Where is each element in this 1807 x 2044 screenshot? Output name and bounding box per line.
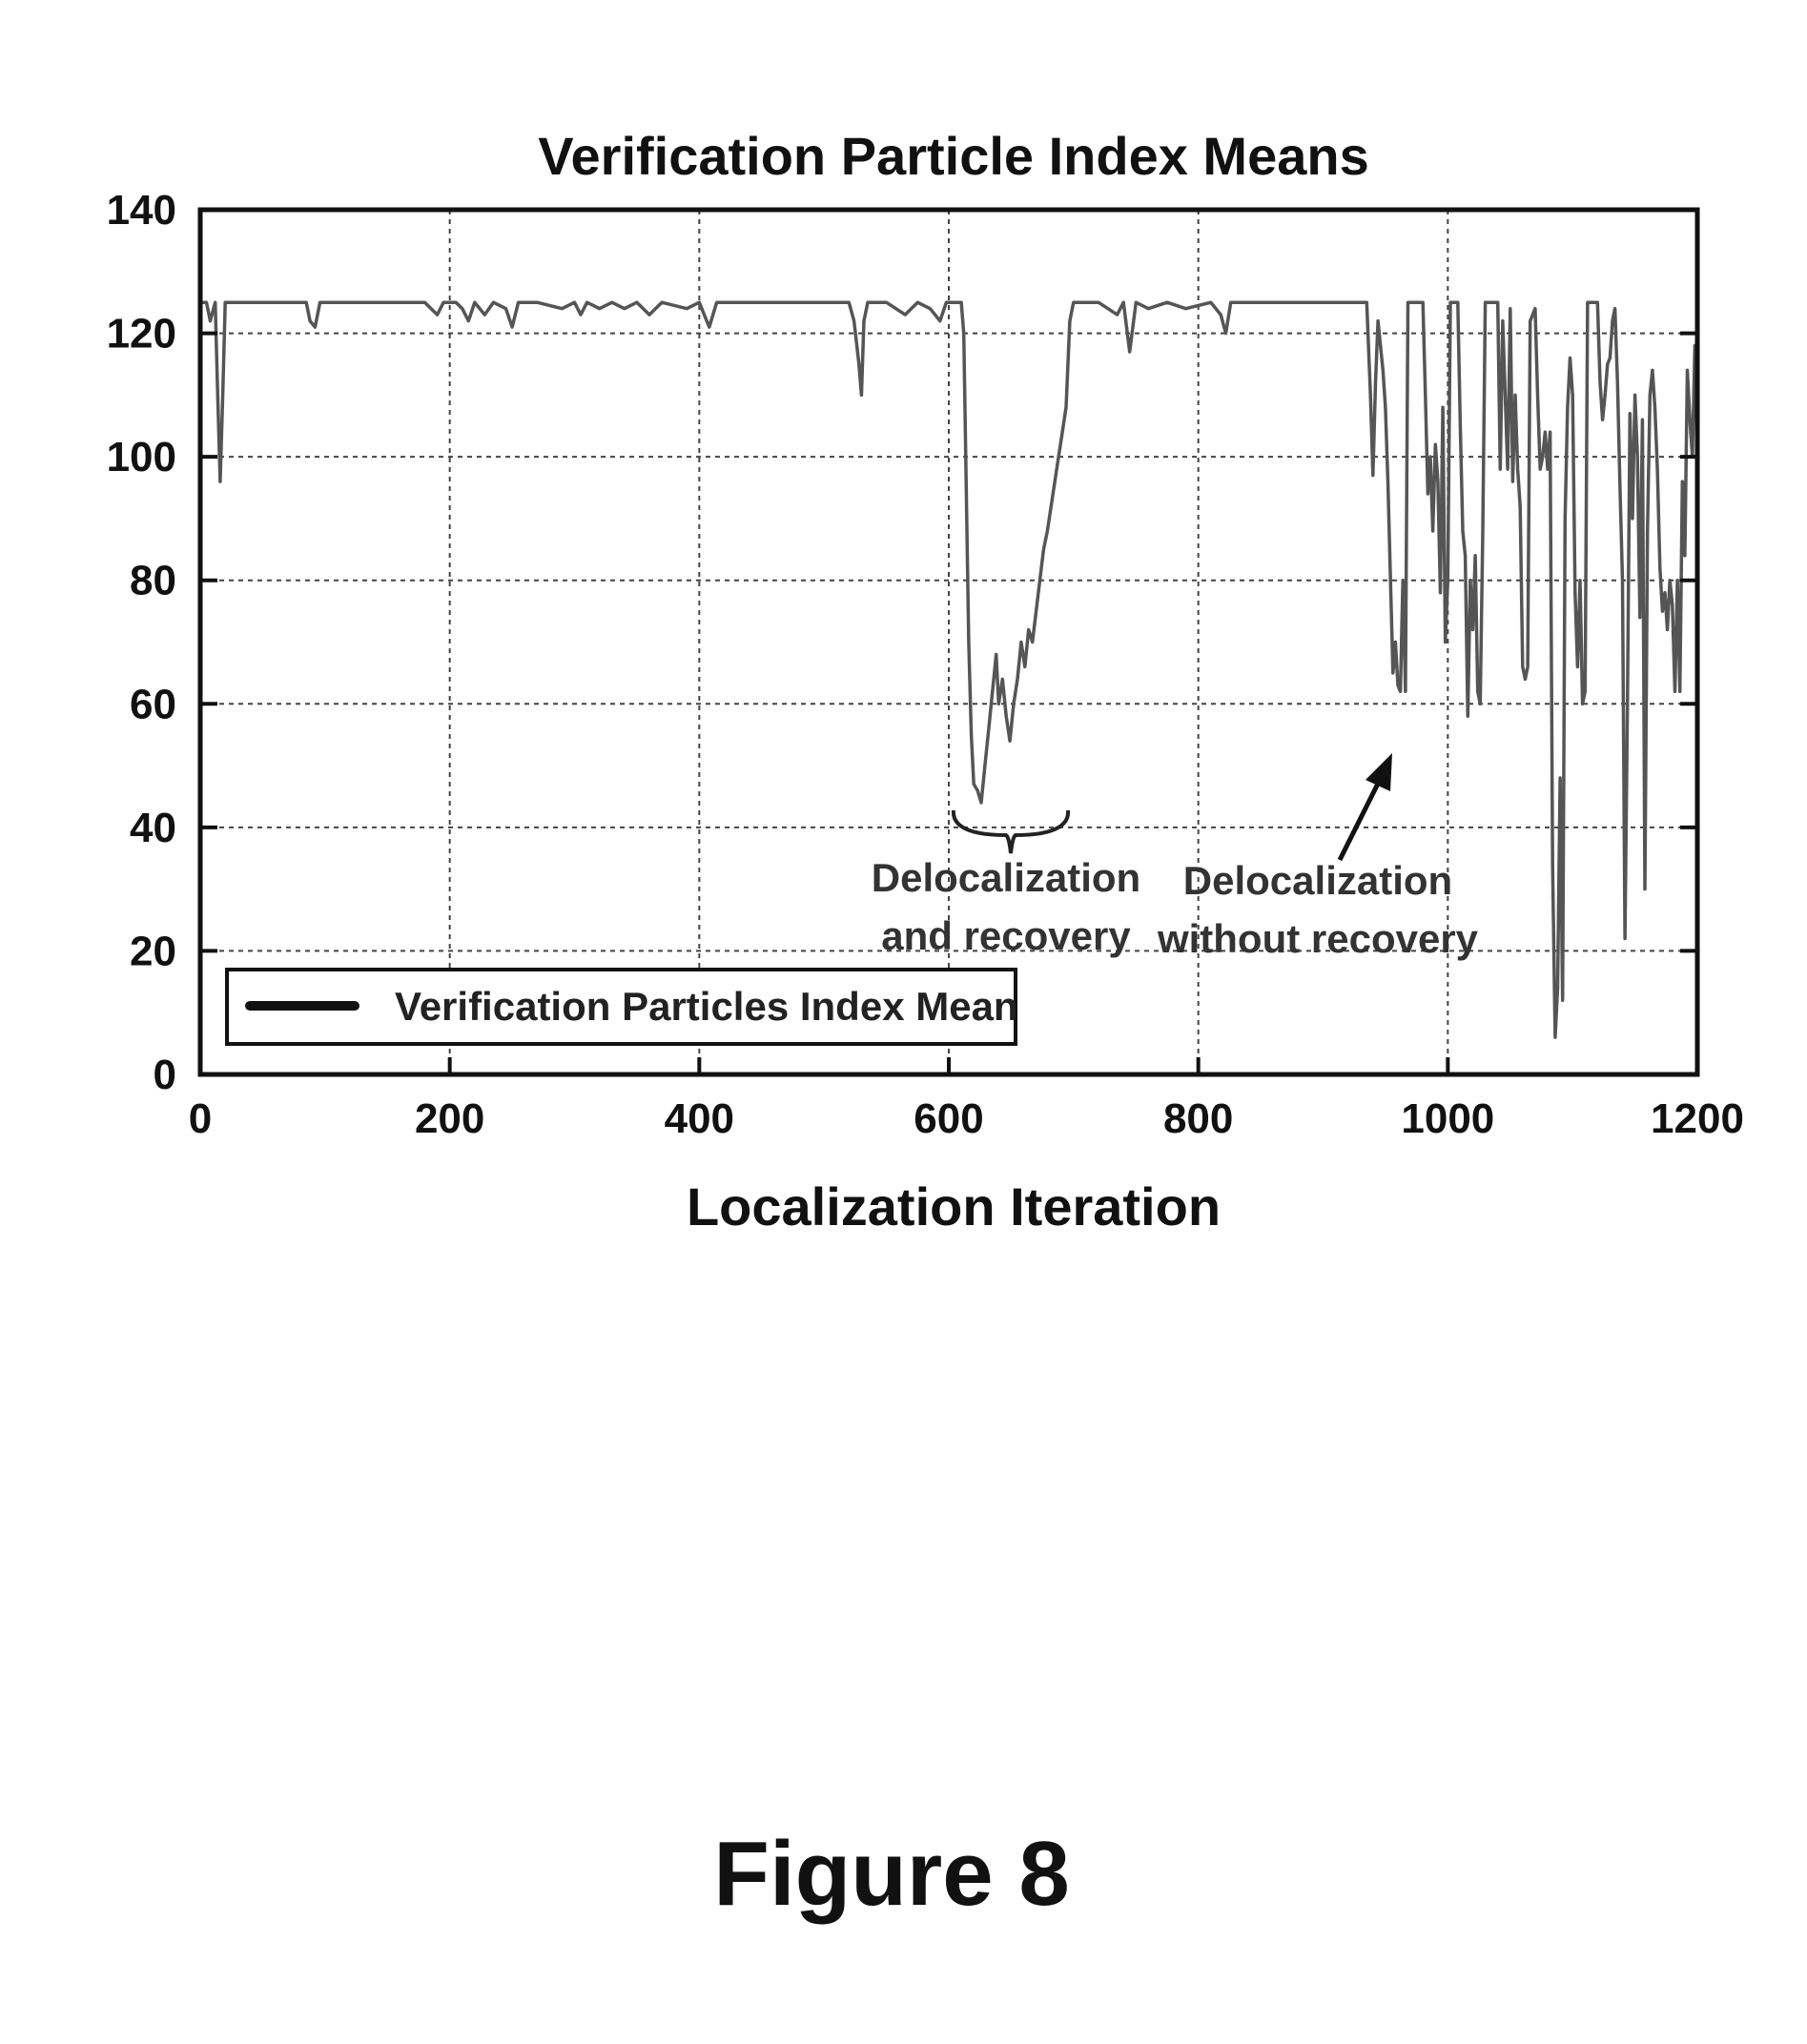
legend: Verification Particles Index Mean	[227, 970, 1018, 1044]
legend-entry-label: Verification Particles Index Mean	[395, 984, 1018, 1029]
y-tick-label-4: 80	[130, 558, 176, 604]
annotation-recovery-line2: and recovery	[881, 913, 1131, 958]
x-tick-label-5: 1000	[1401, 1095, 1494, 1142]
y-tick-label-6: 120	[107, 311, 176, 358]
y-tick-label-0: 0	[154, 1052, 176, 1098]
y-tick-label-5: 100	[107, 434, 176, 480]
annotation-recovery-line1: Delocalization	[872, 855, 1140, 900]
x-tick-label-3: 600	[914, 1095, 983, 1142]
x-tick-label-4: 800	[1163, 1095, 1233, 1142]
y-tick-label-3: 60	[130, 681, 176, 727]
y-tick-label-7: 140	[107, 187, 176, 234]
chart-title: Verification Particle Index Means	[538, 126, 1368, 186]
x-tick-label-6: 1200	[1651, 1095, 1744, 1142]
y-tick-label-1: 20	[130, 928, 176, 974]
arrow-shaft	[1340, 782, 1379, 860]
x-tick-label-0: 0	[189, 1095, 212, 1142]
y-tick-label-2: 40	[130, 805, 176, 851]
x-tick-label-2: 400	[665, 1095, 734, 1142]
annotation-recovery: Delocalization and recovery	[872, 810, 1140, 958]
x-axis-ticks: 0 200 400 600 800 1000 1200	[189, 1057, 1744, 1142]
x-tick-label-1: 200	[415, 1095, 484, 1142]
arrow-head	[1366, 753, 1392, 791]
annotation-no-recovery-line2: without recovery	[1157, 916, 1479, 961]
brace-marker	[954, 810, 1068, 853]
annotation-no-recovery-line1: Delocalization	[1183, 858, 1452, 903]
figure-label: Figure 8	[713, 1823, 1069, 1925]
annotation-no-recovery: Delocalization without recovery	[1157, 753, 1479, 961]
x-axis-label: Localization Iteration	[687, 1176, 1221, 1237]
